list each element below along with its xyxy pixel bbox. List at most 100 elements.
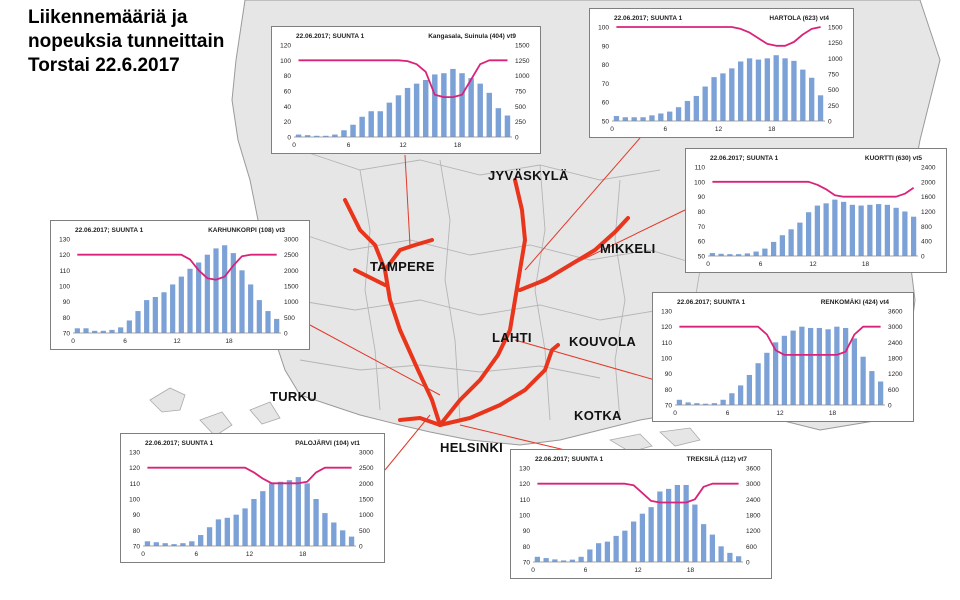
chart-kuortti: 22.06.2017; SUUNTA 1 KUORTTI (630) vt5 50 6… [685,148,947,273]
left-axis-tick-label: 80 [133,528,141,535]
traffic-bar [239,270,245,333]
right-axis-tick-label: 1800 [746,513,761,520]
chart-header-left: 22.06.2017; SUUNTA 1 [535,456,604,463]
traffic-bar [764,352,770,405]
traffic-bar [790,330,796,405]
left-axis-tick-label: 100 [129,497,140,504]
traffic-bar [486,92,493,137]
traffic-bar [348,536,355,546]
left-axis-tick-label: 90 [698,194,706,201]
traffic-bar [332,134,338,137]
speed-line [77,253,277,281]
traffic-bar [468,78,474,137]
traffic-bar [368,111,374,137]
right-axis-tick-label: 500 [828,87,839,94]
highway-network [343,178,630,427]
traffic-bar [674,484,680,562]
right-axis-tick-label: 1500 [828,25,843,32]
right-axis-tick-label: 0 [921,254,925,261]
right-axis-tick-label: 1250 [515,58,530,65]
chart-header-left: 22.06.2017; SUUNTA 1 [710,155,779,162]
traffic-bar [230,253,236,333]
chart-kangasala: 22.06.2017; SUUNTA 1 Kangasala, Suinula (… [271,26,541,154]
traffic-bar [422,79,429,137]
traffic-bar [100,330,106,333]
speed-line [537,482,739,504]
x-axis-tick-label: 12 [246,551,254,558]
traffic-bar [274,318,280,333]
chart-header-left: 22.06.2017; SUUNTA 1 [145,440,214,447]
right-axis-tick-label: 2400 [888,340,903,347]
right-axis-tick-label: 0 [746,560,750,567]
traffic-bar [685,402,691,405]
traffic-bar [613,535,619,562]
right-axis-tick-label: 800 [921,224,932,231]
speed-line [616,26,821,47]
traffic-bar [126,320,132,333]
right-axis-tick-label: 0 [359,544,363,551]
traffic-bar [736,556,742,562]
traffic-bar [304,483,310,546]
left-axis-tick-label: 120 [519,481,530,488]
speed-line [679,325,881,356]
right-axis-tick-label: 500 [515,104,526,111]
x-axis-tick-label: 0 [141,551,145,558]
traffic-bar [170,284,176,333]
traffic-bar [277,481,284,546]
traffic-bar [729,393,735,405]
traffic-bar [135,311,141,333]
traffic-bar [755,59,762,121]
chart-header-right: HARTOLA (623) vt4 [769,15,829,22]
page-title: Liikennemääriä ja nopeuksia tunneittain … [28,6,224,78]
left-axis-tick-label: 80 [523,544,531,551]
traffic-bar [269,483,275,546]
traffic-bar [622,530,628,562]
traffic-bar [206,527,213,546]
traffic-bar [109,329,115,333]
traffic-bar [709,534,715,562]
x-axis-tick-label: 18 [687,567,695,574]
x-axis-tick-label: 12 [809,261,817,268]
traffic-bar [322,513,328,546]
traffic-bar [816,327,822,405]
traffic-bar [884,204,890,256]
traffic-bar [640,117,646,121]
traffic-bar [694,403,700,405]
traffic-bar [613,115,620,121]
x-axis-tick-label: 6 [584,567,588,574]
right-axis-tick-label: 600 [888,387,899,394]
traffic-bar [215,519,222,546]
city-label-kouvola: KOUVOLA [569,334,637,349]
city-label-jyvaskyla: JYVÄSKYLÄ [488,168,569,183]
traffic-bar [198,535,204,546]
chart-header-right: KUORTTI (630) vt5 [865,155,922,162]
chart-palojarvi: 22.06.2017; SUUNTA 1 PALOJÄRVI (104) vt1 7… [120,433,385,563]
traffic-bar [313,499,319,546]
right-axis-tick-label: 0 [828,119,832,126]
traffic-bar [189,541,195,546]
traffic-bar [251,499,257,546]
right-axis-tick-label: 0 [888,403,892,410]
traffic-bar [825,329,831,405]
city-label-mikkeli: MIKKELI [600,241,656,256]
chart-svg: 22.06.2017; SUUNTA 1 Kangasala, Suinula (… [280,33,530,149]
left-axis-tick-label: 100 [519,513,530,520]
traffic-bar [648,507,654,562]
right-axis-tick-label: 1000 [828,56,843,63]
x-axis-tick-label: 6 [663,126,667,133]
right-axis-tick-label: 0 [515,135,519,142]
left-axis-tick-label: 120 [129,465,140,472]
traffic-bar [782,58,788,121]
left-axis-tick-label: 110 [60,268,71,275]
right-axis-tick-label: 2000 [359,481,374,488]
traffic-bar [902,211,908,256]
traffic-bar [604,541,610,562]
right-axis-tick-label: 1500 [284,284,299,291]
traffic-bar [667,111,673,121]
chart-renkomaki: 22.06.2017; SUUNTA 1 RENKOMÄKI (424) vt4 7… [652,292,914,422]
traffic-bar [832,199,838,256]
traffic-bar [552,559,558,562]
right-axis-tick-label: 1600 [921,194,936,201]
traffic-bar [578,556,584,562]
traffic-bar [675,107,682,121]
